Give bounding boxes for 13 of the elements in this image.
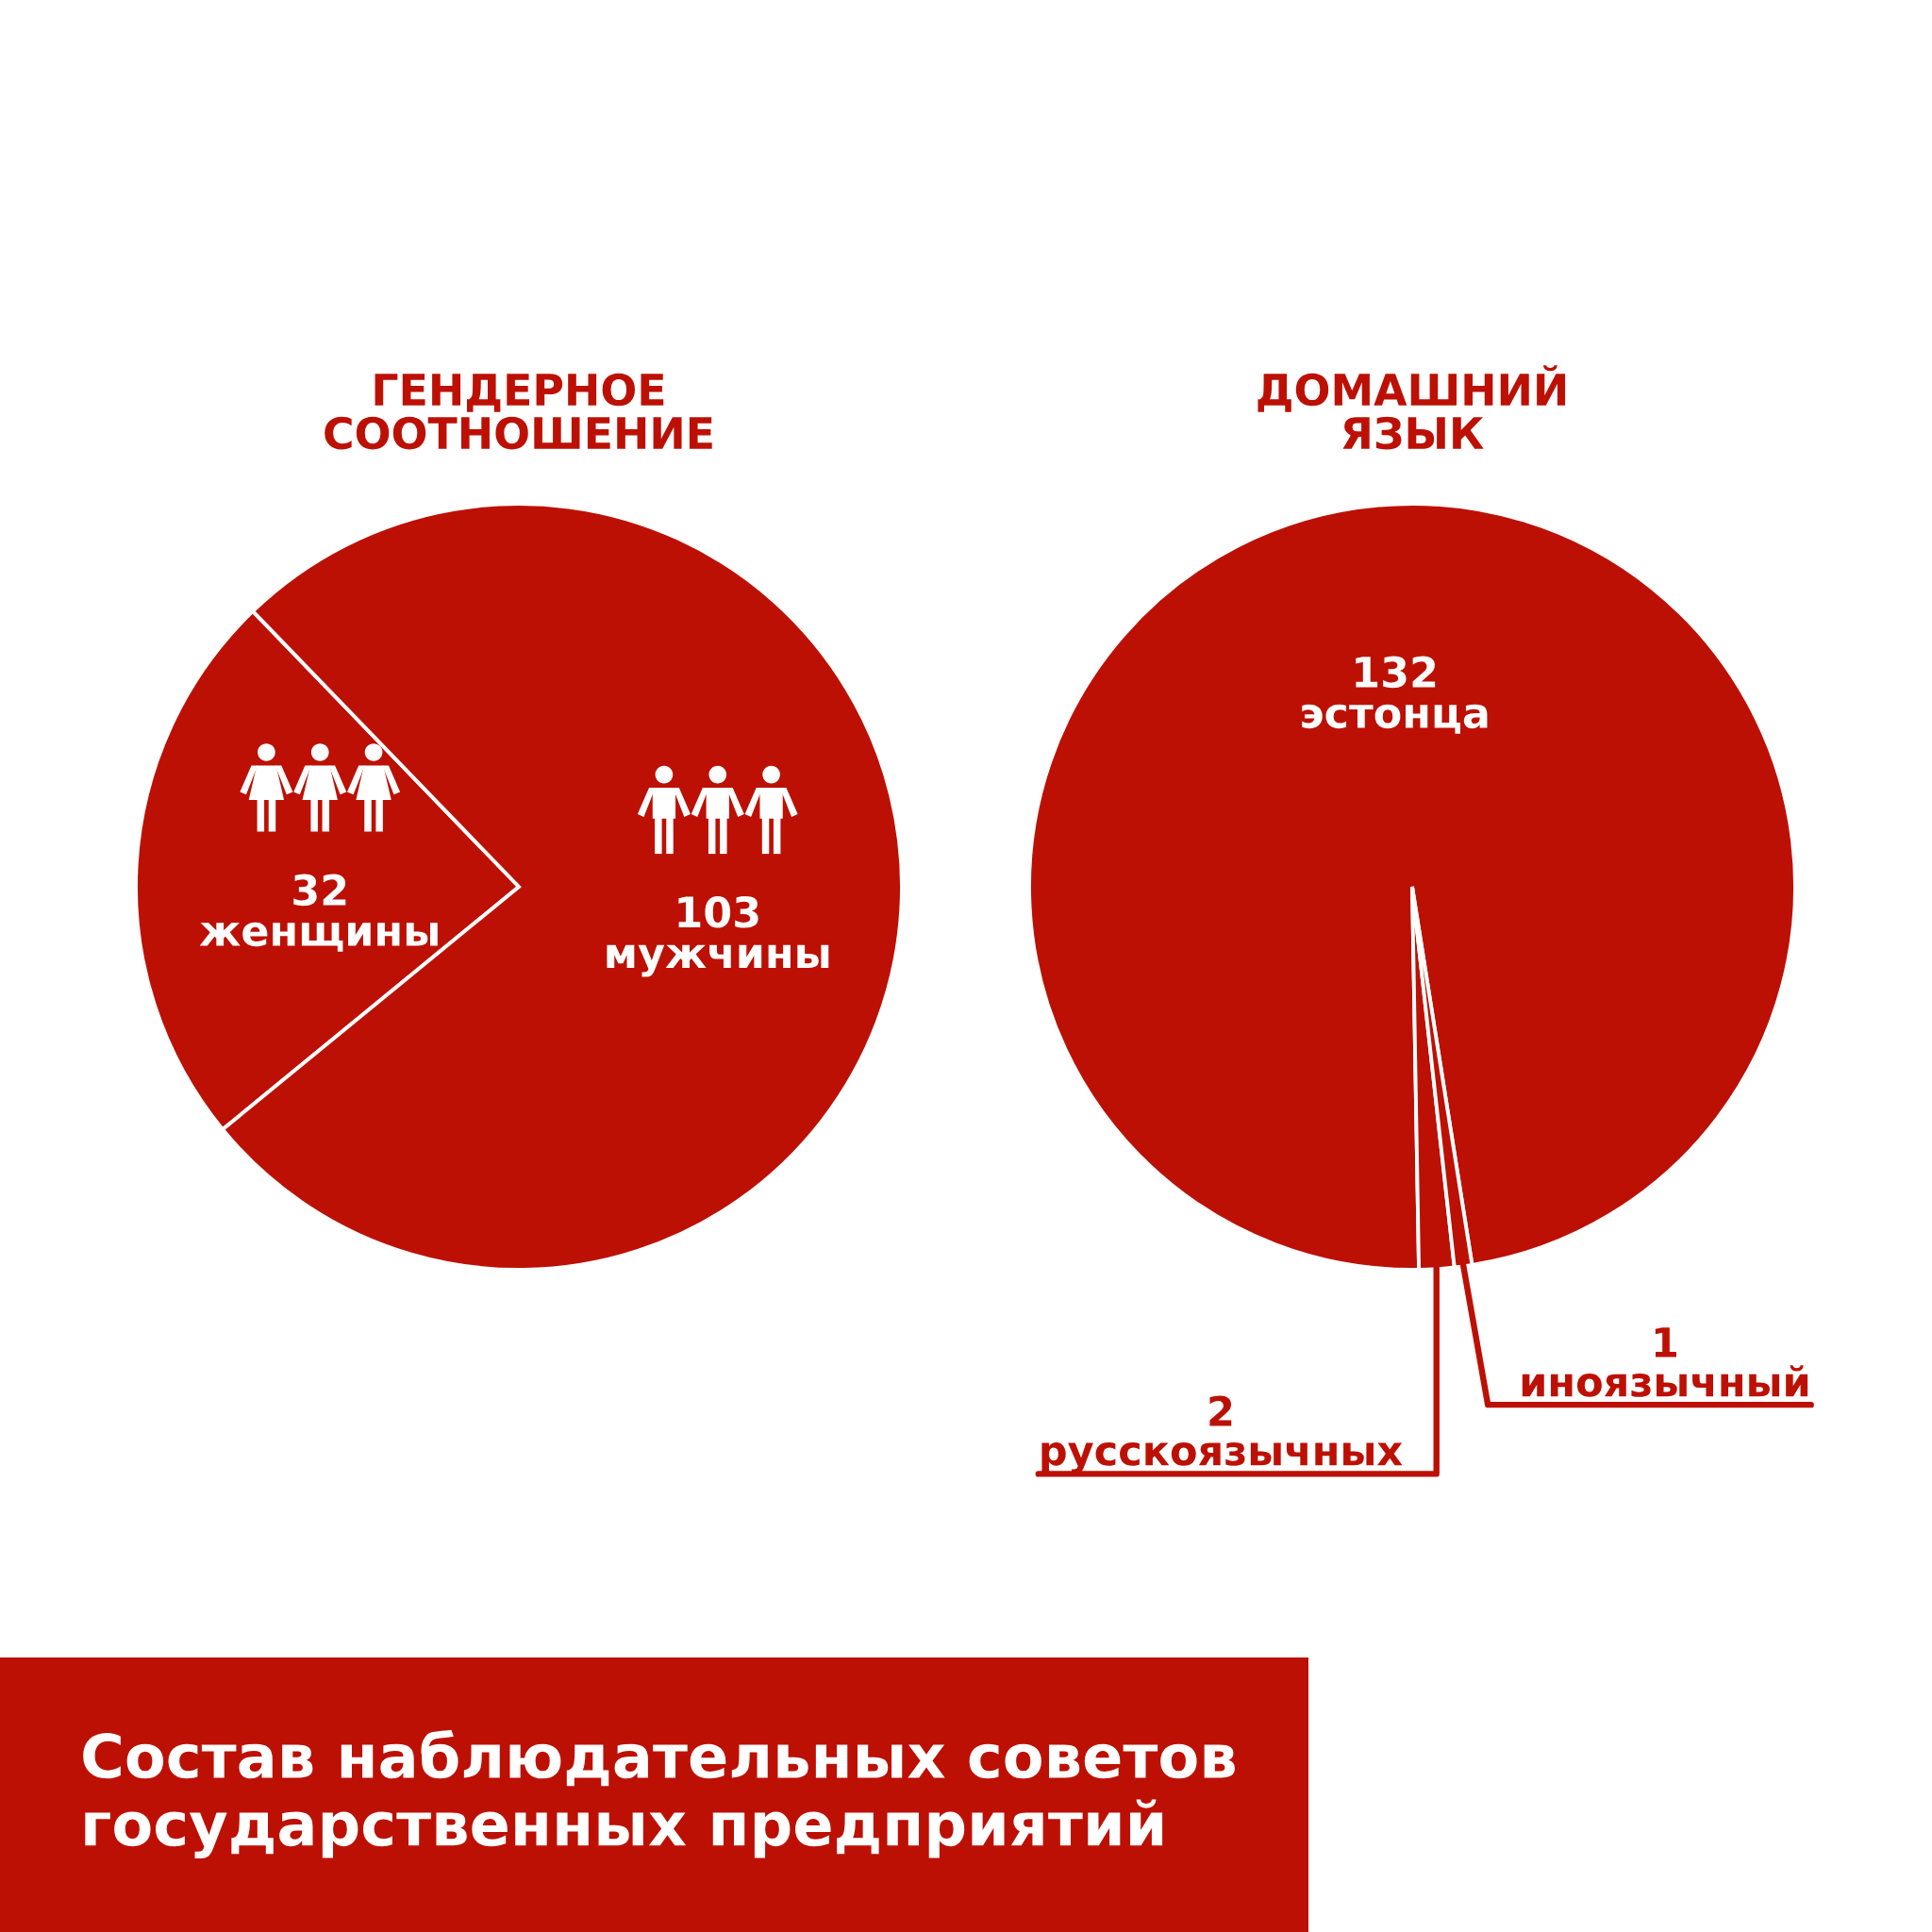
data-label: 2: [1209, 1395, 1232, 1426]
slice-label: женщины: [199, 922, 438, 952]
slice-label: русскоязычных: [1041, 1442, 1403, 1474]
slice-label: эстонца: [1302, 704, 1488, 734]
data-label: 1: [1655, 1327, 1676, 1357]
data-label: 103: [678, 896, 758, 928]
chart-title: ДОМАШНИЙ ЯЗЫК: [1257, 365, 1566, 450]
text: Состав наблюдательных советов государственных предприятий: [83, 1729, 1235, 1859]
data-label: 32: [293, 874, 346, 907]
chart-title: ГЕНДЕРНОЕ СООТНОШЕНИЕ: [325, 373, 712, 450]
data-label: 132: [1356, 656, 1436, 689]
slice-label: мужчины: [607, 944, 829, 977]
slice-label: иноязычный: [1522, 1365, 1808, 1397]
